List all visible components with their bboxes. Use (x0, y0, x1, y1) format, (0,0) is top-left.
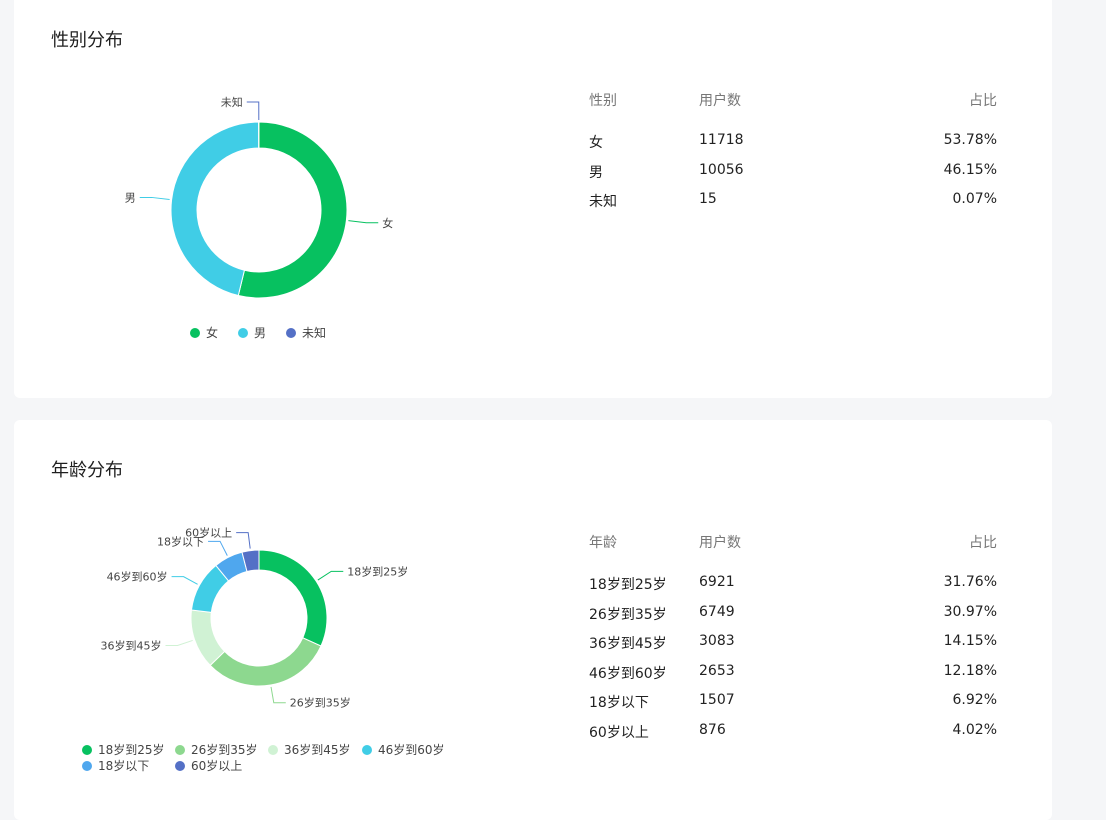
row-pct: 14.15% (944, 633, 997, 649)
gender-table: 性别 用户数 占比 女 11718 53.78% 男 10056 46.15% … (589, 90, 997, 221)
row-count: 876 (699, 722, 726, 738)
row-count: 10056 (699, 162, 744, 178)
leader-line (348, 221, 378, 223)
legend-label: 未知 (302, 324, 326, 341)
table-row: 18岁以下 1507 6.92% (589, 692, 997, 722)
row-count: 6921 (699, 574, 735, 590)
slice-label: 女 (382, 216, 393, 230)
slice-label: 46岁到60岁 (107, 570, 168, 584)
leader-line (271, 687, 286, 703)
legend-item[interactable]: 18岁以下 (82, 757, 149, 774)
table-row: 26岁到35岁 6749 30.97% (589, 604, 997, 634)
leader-line (172, 577, 198, 585)
legend-dot-icon (268, 745, 278, 755)
row-label: 18岁以下 (589, 692, 649, 712)
header-users: 用户数 (699, 90, 741, 110)
row-label: 男 (589, 162, 603, 182)
table-row: 36岁到45岁 3083 14.15% (589, 633, 997, 663)
slice-18岁到25岁[interactable] (259, 550, 327, 646)
legend-label: 46岁到60岁 (378, 741, 445, 758)
row-pct: 30.97% (944, 604, 997, 620)
leader-line (236, 533, 250, 549)
row-pct: 53.78% (944, 132, 997, 148)
legend-dot-icon (82, 745, 92, 755)
row-label: 未知 (589, 191, 617, 211)
slice-男[interactable] (171, 122, 259, 296)
header-share: 占比 (969, 90, 997, 110)
legend-item[interactable]: 女 (190, 324, 218, 341)
row-count: 1507 (699, 692, 735, 708)
row-count: 3083 (699, 633, 735, 649)
legend-dot-icon (190, 328, 200, 338)
row-count: 11718 (699, 132, 744, 148)
legend-item[interactable]: 18岁到25岁 (82, 741, 165, 758)
table-row: 18岁到25岁 6921 31.76% (589, 574, 997, 604)
legend-item[interactable]: 36岁到45岁 (268, 741, 351, 758)
table-row: 男 10056 46.15% (589, 162, 997, 192)
leader-line (166, 640, 193, 645)
row-pct: 0.07% (953, 191, 997, 207)
table-row: 46岁到60岁 2653 12.18% (589, 663, 997, 693)
leader-line (318, 571, 343, 580)
legend-label: 男 (254, 324, 266, 341)
header-age: 年龄 (589, 532, 617, 552)
legend-label: 26岁到35岁 (191, 741, 258, 758)
row-label: 女 (589, 132, 603, 152)
slice-label: 36岁到45岁 (101, 639, 162, 653)
legend-item[interactable]: 未知 (286, 324, 326, 341)
age-table-header: 年龄 用户数 占比 (589, 532, 997, 574)
row-pct: 6.92% (953, 692, 997, 708)
legend-item[interactable]: 60岁以上 (175, 757, 242, 774)
leader-line (208, 541, 227, 555)
row-label: 36岁到45岁 (589, 633, 667, 653)
row-count: 15 (699, 191, 717, 207)
row-count: 2653 (699, 663, 735, 679)
legend-dot-icon (175, 745, 185, 755)
row-pct: 31.76% (944, 574, 997, 590)
legend-label: 18岁到25岁 (98, 741, 165, 758)
table-row: 60岁以上 876 4.02% (589, 722, 997, 752)
row-label: 46岁到60岁 (589, 663, 667, 683)
row-label: 26岁到35岁 (589, 604, 667, 624)
row-count: 6749 (699, 604, 735, 620)
gender-card: 性别分布 女男未知 女男未知 性别 用户数 占比 女 11718 53.78% … (14, 0, 1052, 398)
legend-label: 60岁以上 (191, 757, 242, 774)
row-label: 18岁到25岁 (589, 574, 667, 594)
gender-table-header: 性别 用户数 占比 (589, 90, 997, 132)
slice-label: 60岁以上 (185, 526, 232, 540)
legend-label: 36岁到45岁 (284, 741, 351, 758)
header-users: 用户数 (699, 532, 741, 552)
header-gender: 性别 (589, 90, 617, 110)
legend-dot-icon (82, 761, 92, 771)
row-pct: 46.15% (944, 162, 997, 178)
legend-dot-icon (286, 328, 296, 338)
legend-item[interactable]: 46岁到60岁 (362, 741, 445, 758)
age-table: 年龄 用户数 占比 18岁到25岁 6921 31.76% 26岁到35岁 67… (589, 532, 997, 752)
legend-dot-icon (362, 745, 372, 755)
table-row: 未知 15 0.07% (589, 191, 997, 221)
row-pct: 12.18% (944, 663, 997, 679)
table-row: 女 11718 53.78% (589, 132, 997, 162)
slice-label: 未知 (221, 95, 243, 109)
legend-item[interactable]: 26岁到35岁 (175, 741, 258, 758)
slice-label: 18岁到25岁 (347, 564, 408, 578)
legend-item[interactable]: 男 (238, 324, 266, 341)
legend-label: 女 (206, 324, 218, 341)
row-pct: 4.02% (953, 722, 997, 738)
slice-26岁到35岁[interactable] (210, 638, 321, 686)
row-label: 60岁以上 (589, 722, 649, 742)
legend-label: 18岁以下 (98, 757, 149, 774)
leader-line (247, 102, 259, 120)
leader-line (140, 197, 170, 199)
header-share: 占比 (969, 532, 997, 552)
legend-dot-icon (238, 328, 248, 338)
legend-dot-icon (175, 761, 185, 771)
slice-label: 男 (125, 191, 136, 204)
slice-label: 26岁到35岁 (290, 696, 351, 710)
